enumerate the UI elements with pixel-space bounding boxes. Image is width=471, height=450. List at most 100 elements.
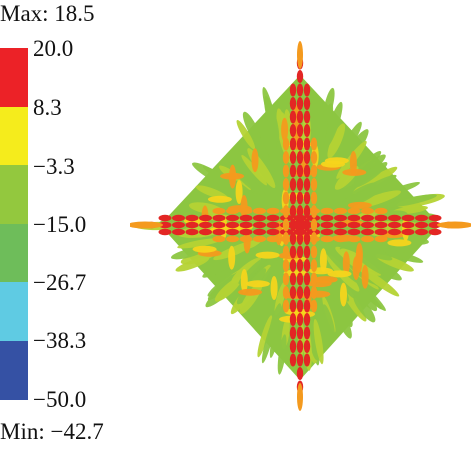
pattern-lobe [282,191,290,205]
pattern-lobe [212,235,226,243]
pattern-lobe [361,235,374,243]
pattern-lobe [388,221,401,229]
pattern-lobe [253,228,266,236]
pattern-lobe [289,259,297,272]
pattern-lobe [172,214,185,222]
pattern-lobe [289,191,297,205]
pattern-lobe [282,286,290,299]
pattern-lobe [296,110,304,124]
pattern-lobe [289,83,297,97]
pattern-lobe [296,124,304,137]
pattern-lobe [239,228,253,236]
pattern-lobe [280,228,293,236]
pattern-lobe [374,207,388,215]
color-scale-segment [0,48,28,107]
pattern-lobe [303,326,311,340]
pattern-lobe [199,221,212,229]
pattern-lobe [158,214,172,222]
pattern-lobe [226,207,239,215]
pattern-lobe [296,286,304,299]
pattern-lobe [358,255,402,281]
pattern-lobe [296,272,304,286]
pattern-lobe [310,232,318,245]
pattern-lobe [334,303,352,339]
pattern-lobe [289,353,297,367]
pattern-lobe [199,214,212,222]
pattern-lobe [355,248,363,273]
pattern-lobe [289,205,297,218]
pattern-lobe [266,221,280,229]
pattern-lobe [236,171,266,197]
pattern-lobe [361,264,369,289]
pattern-lobe [310,218,318,232]
pattern-lobe [296,313,304,326]
pattern-lobe [268,303,282,345]
pattern-lobe [289,340,297,353]
pattern-lobe [303,83,311,97]
pattern-lobe [334,221,347,229]
pattern-lobe [289,299,297,313]
pattern-lobe [388,214,401,222]
pattern-lobe [303,97,311,110]
pattern-lobe [320,221,334,229]
pattern-lobe [333,292,353,328]
pattern-lobe [236,120,256,150]
color-scale-bar [0,48,28,400]
pattern-lobe [226,221,239,229]
pattern-lobe [349,151,357,175]
tick-label: −3.3 [33,154,75,179]
pattern-lobe [320,214,334,222]
pattern-lobe [353,295,376,323]
pattern-lobe [374,228,388,236]
pattern-lobe [266,235,280,243]
pattern-lobe [282,178,290,191]
pattern-lobe [303,124,311,137]
pattern-lobe [296,299,304,313]
pattern-lobe [334,228,347,236]
pattern-lobe [266,214,280,222]
pattern-lobe [239,207,253,215]
pattern-lobe [303,137,311,151]
pattern-lobe [207,195,232,203]
pattern-lobe [255,251,280,259]
pattern-lobe [361,228,374,236]
pattern-lobe [303,259,311,272]
pattern-lobe [415,214,428,222]
pattern-lobe [327,270,352,278]
pattern-lobe [323,87,335,122]
pattern-lobe [280,214,293,222]
pattern-lobe [310,286,318,299]
pattern-lobe [340,282,347,307]
pattern-lobe [289,313,297,326]
tick-label: −50.0 [33,387,87,412]
pattern-lobe [253,221,266,229]
pattern-lobe [428,228,442,236]
pattern-lobe [437,221,471,229]
pattern-lobe [296,326,304,340]
pattern-lobe [282,205,290,218]
pattern-lobe [281,117,289,142]
pattern-lobe [239,221,253,229]
tick-label: −26.7 [33,270,87,295]
pattern-lobe [313,318,324,365]
pattern-lobe [401,221,415,229]
pattern-lobe [303,164,311,178]
tick-label: −38.3 [33,328,87,353]
pattern-lobe [334,207,347,215]
pattern-lobe [303,353,311,367]
pattern-lobe [226,214,239,222]
color-scale-segment [0,165,28,224]
pattern-lobe [289,164,297,178]
pattern-lobe [310,164,318,178]
pattern-lobe [172,221,185,229]
pattern-lobe [383,249,424,263]
radiation-pattern-plot [130,41,471,411]
pattern-lobe [296,151,304,164]
pattern-lobe [374,235,388,243]
pattern-lobe [294,219,306,231]
pattern-lobe [303,286,311,299]
pattern-lobe [307,228,320,236]
pattern-lobe [296,137,304,151]
pattern-lobe [185,221,199,229]
pattern-lobe [289,178,297,191]
